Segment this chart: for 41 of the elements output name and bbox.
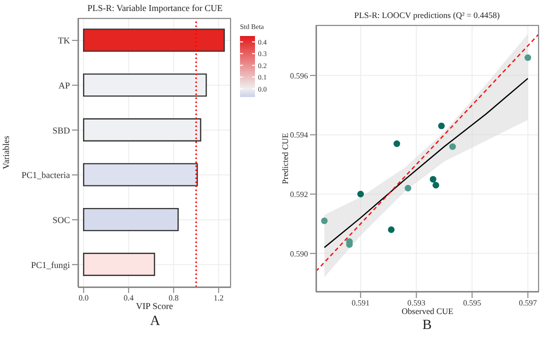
point	[430, 176, 436, 183]
x-tick-label: 1.2	[214, 294, 224, 303]
bar	[83, 163, 198, 186]
x-tick-label: 0.4	[124, 294, 134, 303]
x-tick-label: 0.595	[463, 298, 482, 308]
x-tick-label: 0.593	[407, 298, 426, 308]
y-tick-label: 0.590	[290, 249, 308, 258]
point	[524, 54, 532, 61]
y-tick-label: PC1_fungi	[30, 260, 70, 270]
y-tick-label: 0.596	[290, 71, 308, 80]
bar	[83, 208, 179, 232]
y-axis-title: Predicted CUE	[280, 132, 290, 184]
text: A	[148, 314, 162, 330]
y-tick-label: SBD	[52, 125, 70, 136]
chart-title: PLS-R: LOOCV predictions (Q² = 0.4458)	[353, 10, 501, 20]
line-series	[324, 78, 528, 248]
point	[438, 122, 445, 130]
bar	[83, 28, 225, 52]
y-tick-label: 0.594	[290, 130, 308, 140]
point	[432, 182, 440, 188]
x-axis-title: VIP Score	[136, 301, 173, 311]
point	[394, 140, 400, 147]
x-axis-title: Observed CUE	[402, 306, 454, 316]
y-tick-label: 0.592	[290, 190, 308, 199]
chart-title: PLS-R: Variable Importance for CUE	[86, 3, 224, 13]
y-tick-label: TK	[58, 36, 70, 46]
point	[449, 143, 456, 150]
point	[388, 226, 395, 233]
y-axis-title: Variables	[1, 135, 12, 170]
x-tick-label: 0.597	[518, 298, 537, 308]
bar	[83, 252, 156, 276]
y-tick-label: SOC	[52, 214, 70, 225]
point	[321, 218, 328, 224]
y-tick-label: AP	[58, 80, 70, 90]
x-tick-label: 0.0	[78, 294, 89, 303]
y-tick-label: PC1_bacteria	[22, 170, 70, 180]
text: B	[421, 318, 433, 334]
x-tick-label: 0.8	[168, 294, 179, 303]
x-tick-label: 0.591	[352, 298, 370, 308]
point	[404, 184, 412, 192]
point	[357, 190, 364, 198]
